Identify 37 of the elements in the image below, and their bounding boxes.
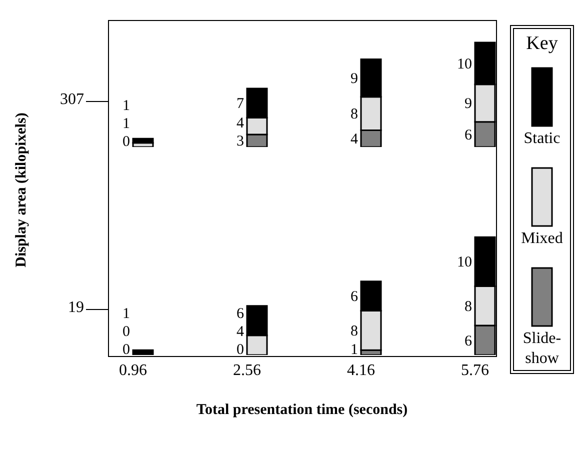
data-label: 1 <box>122 306 130 322</box>
text: Static <box>522 129 562 149</box>
data-label: 4 <box>236 116 244 132</box>
x-tick-label: 4.16 <box>347 362 375 379</box>
data-label: 6 <box>464 333 472 350</box>
annotation: 307 <box>60 91 84 109</box>
data-label: 0 <box>122 324 130 340</box>
x-tick-label: 2.56 <box>233 362 261 379</box>
data-label: 8 <box>350 106 358 123</box>
data-label: 8 <box>350 323 358 340</box>
text: Slide-show <box>522 329 562 369</box>
data-label: 0 <box>122 342 130 358</box>
data-label: 6 <box>236 306 244 322</box>
data-label: 6 <box>464 127 472 144</box>
data-label: 4 <box>350 132 358 148</box>
data-label: 4 <box>236 324 244 340</box>
data-label: 10 <box>457 56 472 72</box>
data-label: 1 <box>122 98 130 114</box>
data-label: 7 <box>236 96 244 112</box>
data-label: 9 <box>350 71 358 88</box>
data-label: 0 <box>236 342 244 358</box>
x-tick-label: 5.76 <box>461 362 489 379</box>
data-label: 9 <box>464 96 472 112</box>
data-label: 8 <box>464 298 472 315</box>
data-label: 3 <box>236 134 244 150</box>
y-axis-title: Display area (kilopixels) <box>14 112 30 268</box>
x-tick-label: 0.96 <box>119 362 147 379</box>
data-label: 0 <box>122 134 130 150</box>
text: 19 <box>68 299 84 317</box>
x-axis-title: Total presentation time (seconds) <box>196 402 408 419</box>
text: Mixed <box>520 229 564 249</box>
data-label: 1 <box>122 116 130 132</box>
data-label: 6 <box>350 289 358 306</box>
data-label: 1 <box>350 342 358 358</box>
legend-title: Key <box>525 33 559 55</box>
data-label: 10 <box>457 254 472 271</box>
bar <box>132 138 154 144</box>
